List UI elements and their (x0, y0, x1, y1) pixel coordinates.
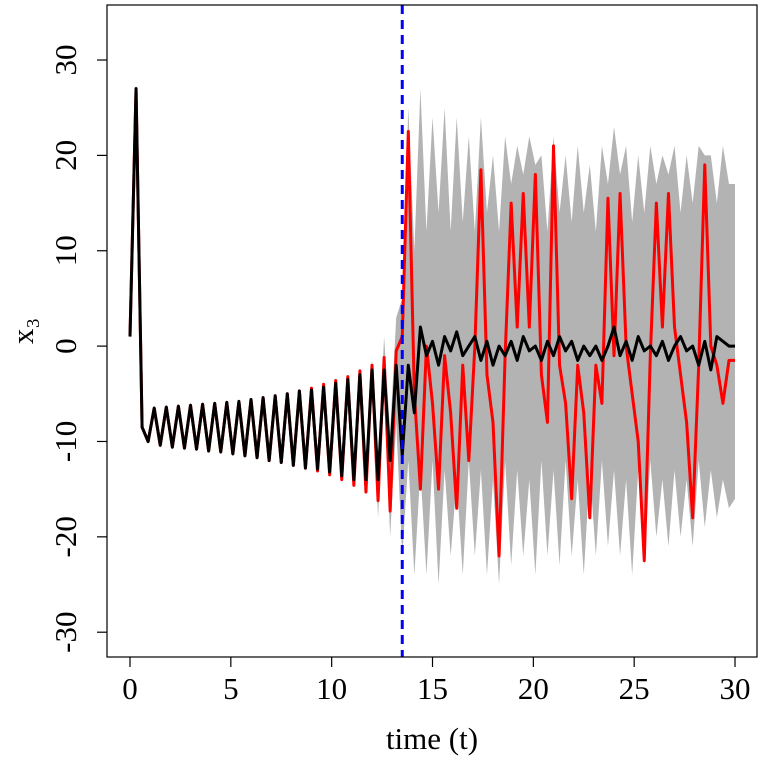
y-tick-label: -10 (48, 421, 83, 462)
uncertainty-band (129, 85, 736, 585)
y-tick-label: 0 (48, 338, 83, 354)
y-tick-label: 10 (48, 235, 83, 266)
y-axis-label: x₃ (5, 318, 40, 344)
x-tick-label: 20 (518, 671, 549, 706)
x-tick-label: 10 (316, 671, 347, 706)
y-tick-label: -20 (48, 516, 83, 557)
y-tick-label: 30 (48, 45, 83, 76)
x-tick-label: 25 (619, 671, 650, 706)
x-tick-label: 0 (122, 671, 138, 706)
series-line (128, 87, 736, 482)
y-tick-label: -30 (48, 612, 83, 653)
x-tick-label: 30 (720, 671, 751, 706)
x-tick-label: 15 (417, 671, 448, 706)
x-tick-label: 5 (223, 671, 239, 706)
x-axis-label: time (t) (386, 721, 478, 756)
y-tick-label: 20 (48, 140, 83, 171)
